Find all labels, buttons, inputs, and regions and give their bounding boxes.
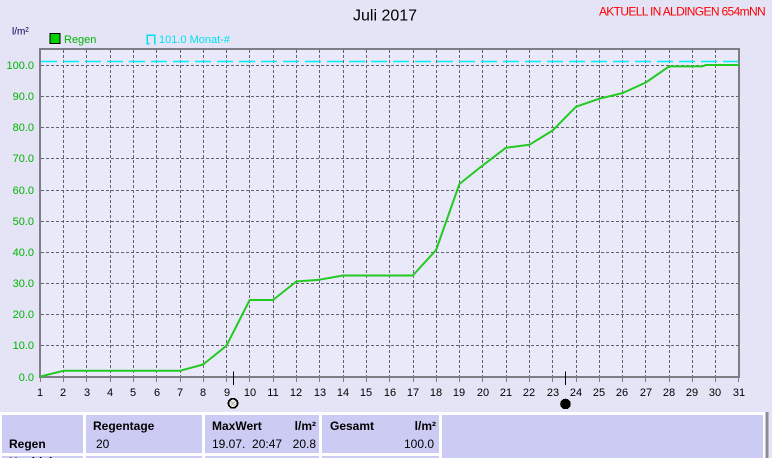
svg-text:40.0: 40.0 bbox=[13, 247, 34, 259]
svg-text:20.0: 20.0 bbox=[13, 309, 34, 321]
svg-text:23: 23 bbox=[547, 387, 559, 399]
svg-text:21: 21 bbox=[500, 387, 512, 399]
svg-text:Regen: Regen bbox=[64, 34, 96, 46]
svg-text:20: 20 bbox=[477, 387, 489, 399]
svg-text:70.0: 70.0 bbox=[13, 153, 34, 165]
svg-text:8: 8 bbox=[200, 387, 206, 399]
svg-text:31: 31 bbox=[733, 387, 745, 399]
svg-text:17: 17 bbox=[407, 387, 419, 399]
svg-text:Regen: Regen bbox=[9, 437, 46, 451]
svg-text:28: 28 bbox=[663, 387, 675, 399]
svg-text:15: 15 bbox=[360, 387, 372, 399]
svg-text:l/m²: l/m² bbox=[12, 27, 29, 38]
svg-text:14: 14 bbox=[337, 387, 349, 399]
svg-text:100.0: 100.0 bbox=[6, 60, 34, 72]
svg-text:20.8: 20.8 bbox=[293, 437, 317, 451]
svg-text:10: 10 bbox=[244, 387, 256, 399]
svg-text:26: 26 bbox=[616, 387, 628, 399]
svg-text:Juli 2017: Juli 2017 bbox=[353, 8, 417, 25]
svg-text:5: 5 bbox=[130, 387, 136, 399]
svg-text:27: 27 bbox=[640, 387, 652, 399]
svg-text:4: 4 bbox=[107, 387, 113, 399]
svg-text:l/m²: l/m² bbox=[295, 419, 316, 433]
svg-text:29: 29 bbox=[686, 387, 698, 399]
svg-text:80.0: 80.0 bbox=[13, 122, 34, 134]
svg-text:90.0: 90.0 bbox=[13, 91, 34, 103]
svg-text:3: 3 bbox=[84, 387, 90, 399]
svg-text:100.0: 100.0 bbox=[404, 437, 434, 451]
svg-text:22: 22 bbox=[523, 387, 535, 399]
svg-text:10.0: 10.0 bbox=[13, 340, 34, 352]
svg-text:MaxWert: MaxWert bbox=[212, 419, 262, 433]
svg-text:25: 25 bbox=[593, 387, 605, 399]
svg-text:11: 11 bbox=[267, 387, 278, 399]
svg-text:30.0: 30.0 bbox=[13, 278, 34, 290]
svg-text:101.0 Monat-#: 101.0 Monat-# bbox=[159, 34, 231, 46]
svg-text:AKTUELL IN ALDINGEN 654mNN: AKTUELL IN ALDINGEN 654mNN bbox=[599, 5, 765, 19]
svg-text:9: 9 bbox=[224, 387, 230, 399]
svg-text:50.0: 50.0 bbox=[13, 216, 34, 228]
svg-text:Hochlabst: Hochlabst bbox=[9, 455, 67, 458]
svg-text:0.0: 0.0 bbox=[19, 372, 34, 384]
svg-text:Regentage: Regentage bbox=[93, 419, 155, 433]
svg-text:16: 16 bbox=[384, 387, 396, 399]
svg-text:30: 30 bbox=[709, 387, 721, 399]
svg-text:19.07. 20:47: 19.07. 20:47 bbox=[212, 437, 282, 451]
svg-text:19: 19 bbox=[453, 387, 465, 399]
svg-text:1: 1 bbox=[37, 387, 43, 399]
svg-text:l/m²: l/m² bbox=[415, 419, 436, 433]
svg-text:60.0: 60.0 bbox=[13, 185, 34, 197]
svg-text:2: 2 bbox=[60, 387, 66, 399]
svg-text:7: 7 bbox=[177, 387, 183, 399]
svg-text:6: 6 bbox=[154, 387, 160, 399]
svg-text:13: 13 bbox=[314, 387, 326, 399]
svg-text:18: 18 bbox=[430, 387, 442, 399]
svg-text:24: 24 bbox=[570, 387, 582, 399]
svg-text:20: 20 bbox=[96, 437, 110, 451]
svg-text:12: 12 bbox=[290, 387, 302, 399]
svg-text:Gesamt: Gesamt bbox=[330, 419, 374, 433]
